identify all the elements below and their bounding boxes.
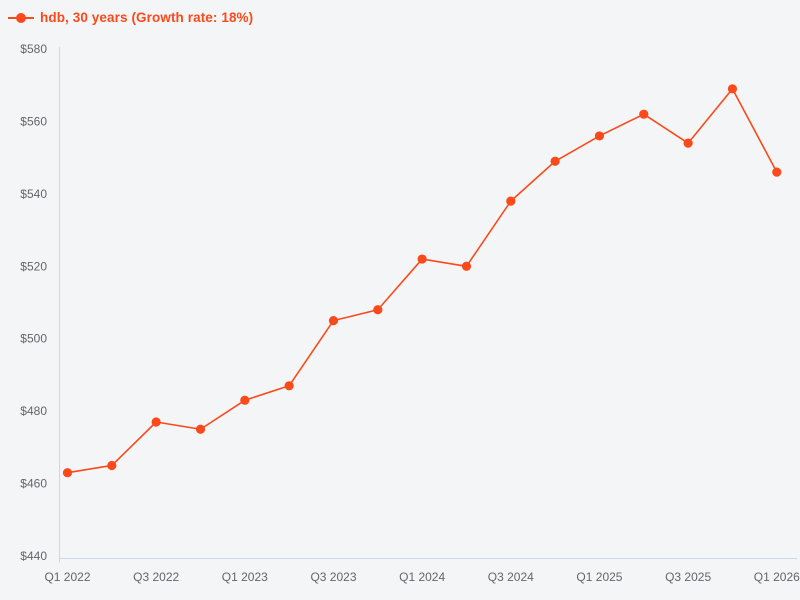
x-tick-label: Q1 2025 xyxy=(576,570,622,584)
legend-line-dot-icon xyxy=(8,12,34,23)
y-tick-label: $440 xyxy=(20,549,47,563)
x-tick-label: Q3 2025 xyxy=(665,570,711,584)
data-point-marker[interactable] xyxy=(373,305,383,315)
data-point-marker[interactable] xyxy=(639,109,649,119)
legend-item[interactable]: hdb, 30 years (Growth rate: 18%) xyxy=(8,10,253,25)
data-point-marker[interactable] xyxy=(62,468,73,478)
x-tick-label: Q1 2022 xyxy=(44,570,90,584)
data-point-marker[interactable] xyxy=(195,424,206,434)
data-point-marker[interactable] xyxy=(550,156,560,166)
y-tick-label: $520 xyxy=(20,259,47,273)
y-tick-label: $480 xyxy=(20,404,47,418)
data-point-marker[interactable] xyxy=(772,167,782,177)
x-tick-label: Q3 2023 xyxy=(310,570,356,584)
series-line xyxy=(66,88,778,474)
x-tick-label: Q1 2023 xyxy=(222,570,268,584)
y-tick-label: $500 xyxy=(20,332,47,346)
y-tick-label: $460 xyxy=(20,477,47,491)
data-point-marker[interactable] xyxy=(461,261,472,271)
y-tick-label: $540 xyxy=(20,187,47,201)
data-point-marker[interactable] xyxy=(683,138,693,148)
data-point-marker[interactable] xyxy=(240,395,250,405)
y-tick-label: $580 xyxy=(20,42,47,56)
x-tick-label: Q3 2022 xyxy=(133,570,179,584)
data-point-marker[interactable] xyxy=(506,196,516,206)
data-point-marker[interactable] xyxy=(328,316,339,326)
legend-label: hdb, 30 years (Growth rate: 18%) xyxy=(40,10,254,25)
data-point-marker[interactable] xyxy=(107,460,117,471)
x-tick-label: Q1 2026 xyxy=(754,570,800,584)
x-tick-label: Q1 2024 xyxy=(399,570,445,584)
data-point-marker[interactable] xyxy=(594,131,605,141)
x-tick-label: Q3 2024 xyxy=(488,570,534,584)
data-point-marker[interactable] xyxy=(284,381,294,391)
y-tick-label: $560 xyxy=(20,114,47,128)
data-point-marker[interactable] xyxy=(417,254,427,264)
data-point-marker[interactable] xyxy=(151,417,161,427)
data-point-marker[interactable] xyxy=(727,84,738,94)
